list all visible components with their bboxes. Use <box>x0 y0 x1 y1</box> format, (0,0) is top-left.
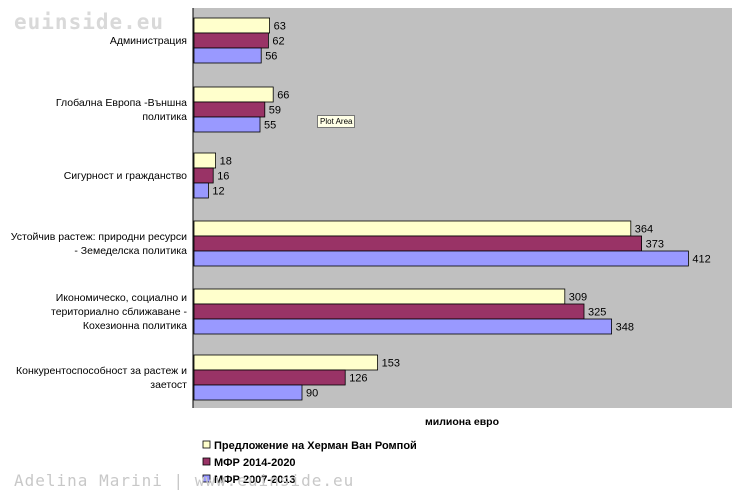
category-label: - Земеделска политика <box>74 245 187 257</box>
data-label: 16 <box>217 171 229 183</box>
bar <box>193 288 566 305</box>
x-axis-title: милиона евро <box>425 416 499 428</box>
bar <box>193 354 379 371</box>
data-label: 325 <box>588 307 606 319</box>
category-label: териториално сближаване - <box>51 306 187 318</box>
bar <box>193 86 274 103</box>
data-label: 18 <box>220 156 232 168</box>
bar <box>193 369 346 386</box>
category-label: Устойчив растеж: природни ресурси <box>11 231 187 243</box>
data-label: 56 <box>265 51 277 63</box>
data-label: 59 <box>269 105 281 117</box>
legend-swatch <box>202 440 211 449</box>
data-label: 55 <box>264 120 276 132</box>
data-label: 153 <box>382 358 400 370</box>
bar <box>193 235 643 252</box>
bar <box>193 32 269 49</box>
bar <box>193 303 585 320</box>
data-label: 90 <box>306 388 318 400</box>
watermark-top: euinside.eu <box>14 10 165 34</box>
bar <box>193 47 262 64</box>
category-label: Икономическо, социално и <box>56 292 187 304</box>
plot-area-tooltip: Plot Area <box>317 115 356 128</box>
category-label: Глобална Европа -Външна <box>56 97 187 109</box>
category-label: Администрация <box>110 35 187 47</box>
plot-area <box>193 8 732 408</box>
category-label: политика <box>142 111 187 123</box>
bar <box>193 220 632 237</box>
bar <box>193 116 261 133</box>
data-label: 364 <box>635 224 653 236</box>
bar <box>193 101 266 118</box>
legend-label: МФР 2014-2020 <box>214 457 296 469</box>
legend-swatch <box>202 474 211 483</box>
data-label: 412 <box>692 254 710 266</box>
data-label: 309 <box>569 292 587 304</box>
category-label: Сигурност и гражданство <box>64 170 187 182</box>
bar <box>193 167 214 184</box>
data-label: 66 <box>277 90 289 102</box>
data-label: 62 <box>272 36 284 48</box>
bar <box>193 318 613 335</box>
legend-label: Предложение на Херман Ван Ромпой <box>214 440 417 452</box>
category-label: Конкурентоспособност за растеж и <box>16 365 187 377</box>
bar <box>193 384 303 401</box>
data-label: 63 <box>274 21 286 33</box>
bar <box>193 182 209 199</box>
category-label: заетост <box>150 379 187 391</box>
legend-swatch <box>202 457 211 466</box>
data-label: 12 <box>212 186 224 198</box>
bar <box>193 250 689 267</box>
bar <box>193 152 217 169</box>
legend-label: МФР 2007-2013 <box>214 474 296 486</box>
bar <box>193 17 270 34</box>
data-label: 348 <box>616 322 634 334</box>
category-label: Кохезионна политика <box>83 320 187 332</box>
data-label: 373 <box>646 239 664 251</box>
data-label: 126 <box>349 373 367 385</box>
watermark-bottom: Adelina Marini | www.euinside.eu <box>14 471 355 490</box>
